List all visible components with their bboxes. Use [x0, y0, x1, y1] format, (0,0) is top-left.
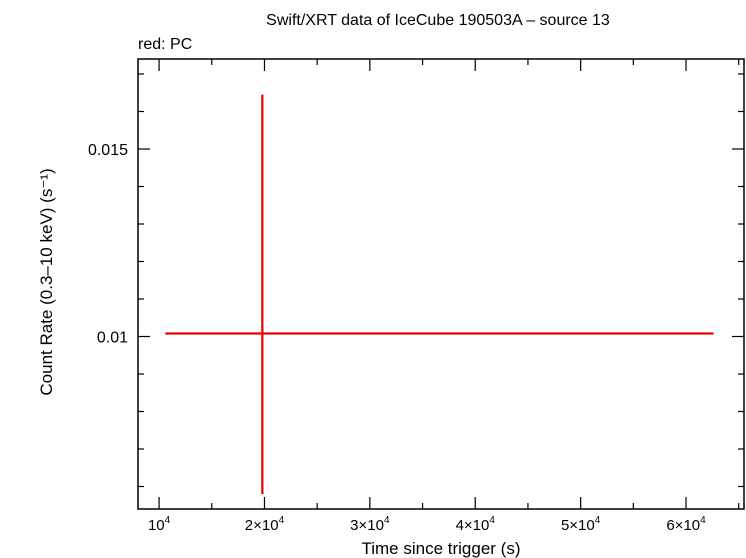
- y-axis-label: Count Rate (0.3–10 keV) (s⁻¹): [37, 168, 56, 395]
- x-tick-label-exponent: 4: [700, 515, 706, 526]
- x-axis-label: Time since trigger (s): [361, 539, 520, 558]
- x-tick-label-exponent: 4: [489, 515, 495, 526]
- x-tick-label-mantissa: 2×10: [245, 517, 279, 534]
- x-tick-label-mantissa: 5×10: [561, 517, 595, 534]
- x-tick-label-mantissa: 4×10: [456, 517, 490, 534]
- x-tick-label-exponent: 4: [279, 515, 285, 526]
- x-tick-label: 4×104: [456, 515, 496, 534]
- x-tick-label: 104: [148, 515, 171, 534]
- data-marks: [165, 94, 714, 494]
- x-tick-label-mantissa: 10: [148, 517, 165, 534]
- y-tick-label: 0.015: [88, 142, 128, 159]
- x-tick-label-mantissa: 3×10: [350, 517, 384, 534]
- x-tick-label-exponent: 4: [595, 515, 601, 526]
- plot-frame: [137, 58, 745, 510]
- x-tick-label: 5×104: [561, 515, 601, 534]
- x-tick-label-exponent: 4: [165, 515, 171, 526]
- chart-title: Swift/XRT data of IceCube 190503A – sour…: [266, 12, 610, 29]
- chart-subtitle: red: PC: [138, 36, 192, 53]
- x-tick-label-exponent: 4: [384, 515, 390, 526]
- axis-ticks: [138, 59, 744, 509]
- x-tick-label-mantissa: 6×10: [666, 517, 700, 534]
- y-tick-label: 0.01: [97, 330, 128, 347]
- x-tick-label: 6×104: [666, 515, 706, 534]
- x-tick-label: 2×104: [245, 515, 285, 534]
- x-tick-label: 3×104: [350, 515, 390, 534]
